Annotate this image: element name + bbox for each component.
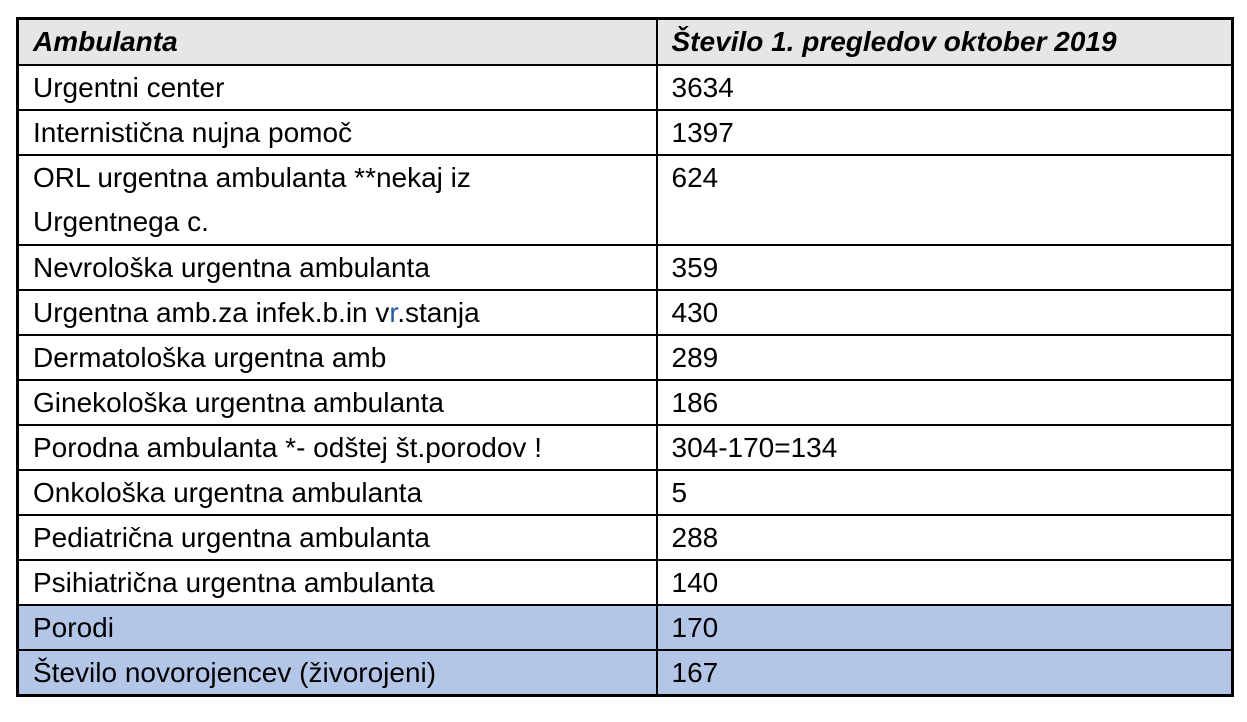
- ambulanta-cell: Nevrološka urgentna ambulanta: [16, 244, 658, 291]
- ambulanta-cell: Urgentna amb.za infek.b.in vr.stanja: [16, 289, 658, 336]
- value-cell: 430: [655, 289, 1234, 336]
- value-cell: 288: [655, 514, 1234, 561]
- label-segment: Urgentna amb.za infek.b.in v: [33, 297, 390, 328]
- table-row: Psihiatrična urgentna ambulanta 140: [16, 559, 1234, 606]
- value-cell: 5: [655, 469, 1234, 516]
- ambulanta-cell: Porodna ambulanta *- odštej št.porodov !: [16, 424, 658, 471]
- table-row: Urgentni center 3634: [16, 64, 1234, 111]
- value-cell: 624: [655, 154, 1234, 246]
- ambulanta-cell: Pediatrična urgentna ambulanta: [16, 514, 658, 561]
- value-cell: 359: [655, 244, 1234, 291]
- label-line-2: Urgentnega c.: [33, 206, 209, 237]
- label-segment-accent: r: [389, 297, 398, 328]
- value-cell: 289: [655, 334, 1234, 381]
- value-cell: 140: [655, 559, 1234, 606]
- table-row: Pediatrična urgentna ambulanta 288: [16, 514, 1234, 561]
- column-header-count: Število 1. pregledov oktober 2019: [655, 17, 1234, 66]
- column-header-ambulanta: Ambulanta: [16, 17, 658, 66]
- table-row: Porodna ambulanta *- odštej št.porodov !…: [16, 424, 1234, 471]
- first-visits-table: Ambulanta Število 1. pregledov oktober 2…: [16, 17, 1234, 697]
- ambulanta-cell: Število novorojencev (živorojeni): [16, 649, 658, 697]
- ambulanta-cell: Ginekološka urgentna ambulanta: [16, 379, 658, 426]
- ambulanta-cell: Psihiatrična urgentna ambulanta: [16, 559, 658, 606]
- ambulanta-cell: Porodi: [16, 604, 658, 651]
- table-row-highlighted: Število novorojencev (živorojeni) 167: [16, 649, 1234, 697]
- label-line-1: ORL urgentna ambulanta **nekaj iz: [33, 162, 471, 193]
- table-row: Ginekološka urgentna ambulanta 186: [16, 379, 1234, 426]
- value-cell: 3634: [655, 64, 1234, 111]
- ambulanta-cell: Dermatološka urgentna amb: [16, 334, 658, 381]
- ambulanta-cell: Internistična nujna pomoč: [16, 109, 658, 156]
- label-segment: .stanja: [397, 297, 480, 328]
- header-row: Ambulanta Število 1. pregledov oktober 2…: [16, 17, 1234, 66]
- ambulanta-cell: ORL urgentna ambulanta **nekaj iz Urgent…: [16, 154, 658, 246]
- value-cell: 304-170=134: [655, 424, 1234, 471]
- table-row: Onkološka urgentna ambulanta 5: [16, 469, 1234, 516]
- value-cell: 1397: [655, 109, 1234, 156]
- value-cell: 170: [655, 604, 1234, 651]
- table-row: Internistična nujna pomoč 1397: [16, 109, 1234, 156]
- table-row: Nevrološka urgentna ambulanta 359: [16, 244, 1234, 291]
- value-cell: 167: [655, 649, 1234, 697]
- value-cell: 186: [655, 379, 1234, 426]
- ambulanta-cell: Urgentni center: [16, 64, 658, 111]
- table-row-highlighted: Porodi 170: [16, 604, 1234, 651]
- table-row: ORL urgentna ambulanta **nekaj iz Urgent…: [16, 154, 1234, 246]
- table-row: Urgentna amb.za infek.b.in vr.stanja 430: [16, 289, 1234, 336]
- ambulanta-cell: Onkološka urgentna ambulanta: [16, 469, 658, 516]
- table-row: Dermatološka urgentna amb 289: [16, 334, 1234, 381]
